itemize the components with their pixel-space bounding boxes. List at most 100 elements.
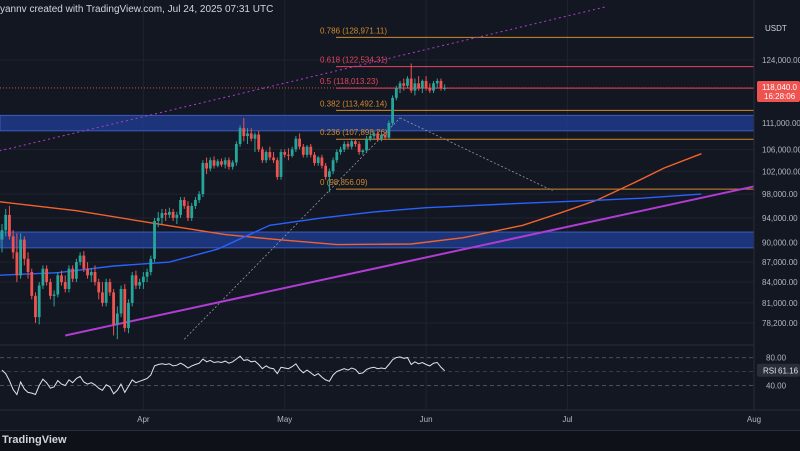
price-tick-label: 111,000.00 — [762, 119, 800, 128]
candle-body — [108, 282, 112, 293]
price-axis[interactable]: USDT 124,000.00 111,000.00 106,000.00 102,00… — [753, 0, 800, 410]
candle-body — [75, 262, 78, 279]
candle-body — [316, 157, 320, 163]
candle-body — [402, 83, 406, 86]
candle — [190, 202, 194, 221]
candle-body — [141, 276, 145, 283]
time-tick-label: Apr — [137, 415, 150, 424]
candle — [145, 268, 149, 283]
candle-body — [60, 275, 63, 283]
candle-body — [242, 128, 246, 137]
rsi-value-badge — [757, 363, 800, 377]
candle-body — [361, 150, 365, 153]
price-tick-label: 84,000.00 — [762, 278, 798, 287]
candle — [220, 158, 223, 167]
trendlines — [0, 6, 799, 337]
candle — [37, 282, 41, 325]
candle-body — [339, 149, 342, 153]
candle-body — [264, 152, 268, 161]
tradingview-brand[interactable]: TradingView — [2, 434, 67, 446]
candle — [45, 265, 49, 286]
candle — [402, 78, 406, 91]
candle-body — [186, 205, 190, 218]
candle-body — [275, 160, 279, 177]
fib-level-label: 0 (98,856.09) — [320, 178, 368, 187]
candle — [153, 217, 156, 263]
candle-body — [56, 275, 60, 295]
candle-body — [331, 160, 335, 172]
candle — [67, 265, 71, 293]
candle-body — [212, 160, 216, 166]
candle-body — [432, 83, 435, 91]
candle-body — [424, 80, 428, 89]
candle — [205, 157, 208, 175]
candle-body — [4, 214, 8, 231]
candle — [387, 120, 391, 139]
price-tick-label: 87,000.00 — [762, 258, 798, 267]
candle — [11, 230, 15, 259]
candle-body — [201, 162, 205, 195]
resistance-zones — [0, 114, 755, 249]
rsi-value: 61.16 — [778, 367, 799, 376]
candle — [298, 133, 301, 150]
candle-body — [52, 294, 56, 296]
candle — [439, 78, 443, 91]
candle-body — [182, 199, 186, 206]
candle-body — [8, 214, 11, 237]
candle — [350, 138, 354, 150]
candle-body — [327, 171, 331, 177]
candle — [63, 275, 67, 293]
rsi-tick-label: 40.00 — [766, 381, 787, 390]
price-tick-label: 90,000.00 — [762, 239, 798, 248]
candle-body — [294, 138, 298, 150]
candle — [309, 143, 313, 158]
candle — [179, 197, 182, 218]
candle-body — [435, 80, 439, 84]
candle — [123, 284, 127, 332]
footer-bar: TradingView — [0, 430, 800, 451]
candle-body — [357, 143, 361, 153]
candle — [97, 278, 101, 300]
candle-body — [380, 134, 383, 139]
candle-body — [112, 292, 115, 325]
price-tick-label: 78,200.00 — [762, 319, 798, 328]
candle — [130, 272, 134, 307]
candle-body — [153, 220, 156, 259]
candle-body — [30, 272, 34, 296]
candle — [238, 125, 242, 147]
candle-body — [324, 165, 328, 177]
candle — [253, 132, 257, 153]
candle-body — [439, 80, 443, 89]
candle-body — [227, 160, 231, 167]
candle-body — [19, 239, 22, 276]
candle-body — [48, 282, 52, 296]
candle — [301, 143, 305, 158]
candle — [212, 156, 216, 169]
time-axis[interactable]: Apr May Jun Jul Aug — [0, 409, 800, 424]
candle-body — [197, 194, 201, 200]
candle — [30, 268, 34, 300]
price-axis-background — [754, 0, 800, 410]
candle — [398, 80, 402, 94]
candle — [119, 285, 123, 318]
candle — [101, 282, 104, 307]
candle — [234, 141, 238, 166]
candle-body — [164, 213, 168, 215]
candle-body — [383, 134, 387, 138]
last-price-value: 118,040.0 — [762, 83, 798, 92]
candle — [275, 157, 279, 180]
candle-body — [145, 272, 149, 277]
candle — [257, 130, 261, 153]
candle-body — [123, 288, 127, 329]
candle — [164, 208, 168, 221]
candle — [361, 149, 365, 155]
candle — [75, 258, 78, 283]
candle-body — [313, 154, 316, 163]
candle-body — [11, 236, 15, 253]
candle — [93, 265, 97, 286]
candle — [82, 251, 86, 273]
candle-body — [104, 282, 108, 303]
candle-body — [234, 143, 238, 163]
